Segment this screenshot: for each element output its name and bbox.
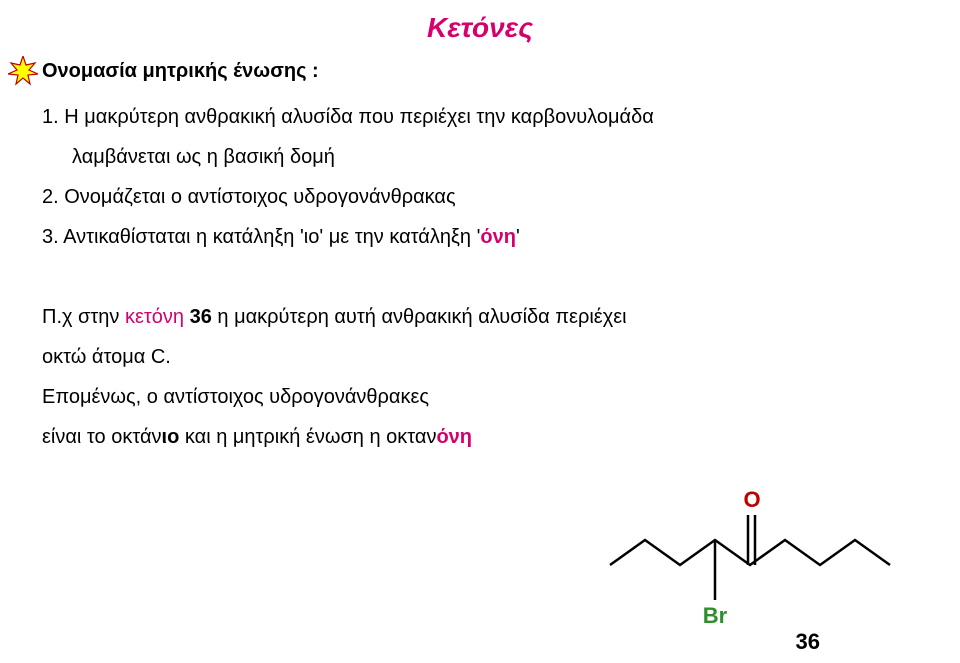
compound-number: 36 [796,629,820,655]
rule-1-line-2: λαμβάνεται ως η βασική δομή [72,144,932,171]
ex1b: κετόνη [125,306,190,328]
ex1a: Π.χ στην [42,306,125,328]
oxygen-label: O [743,487,760,512]
rule-3: 3. Αντικαθίσταται η κατάληξη 'ιο' με την… [42,224,902,251]
slide-title: Κετόνες [0,12,960,44]
rule-2: 2. Ονομάζεται ο αντίστοιχος υδρογονάνθρα… [42,184,902,211]
rule-3-c: ' [516,226,520,248]
heading-text: Ονομασία μητρικής ένωσης : [42,58,902,85]
carbon-backbone [610,540,890,565]
slide-page: Κετόνες Ονομασία μητρικής ένωσης : 1. Η … [0,0,960,663]
chemical-structure: O Br [600,485,900,645]
bromine-label: Br [703,603,728,628]
example-line-4: είναι το οκτάνιο και η μητρική ένωση η ο… [42,424,902,451]
ex4d: όνη [436,426,472,448]
example-line-3: Επομένως, ο αντίστοιχος υδρογονάνθρακες [42,384,902,411]
rule-1-line-1: 1. Η μακρύτερη ανθρακική αλυσίδα που περ… [42,104,902,131]
ex4c: και η μητρική ένωση η οκταν [179,426,436,448]
ex1c: 36 [190,306,212,328]
ex4b: ιο [162,426,180,448]
ex1d: η μακρύτερη αυτή ανθρακική αλυσίδα περιέ… [212,306,627,328]
example-line-2: οκτώ άτομα C. [42,344,902,371]
star-icon [8,56,38,86]
rule-3-a: 3. Αντικαθίσταται η κατάληξη 'ιο' με την… [42,226,480,248]
rule-3-suffix: όνη [480,226,516,248]
example-line-1: Π.χ στην κετόνη 36 η μακρύτερη αυτή ανθρ… [42,304,902,331]
ex4a: είναι το οκτάν [42,426,162,448]
